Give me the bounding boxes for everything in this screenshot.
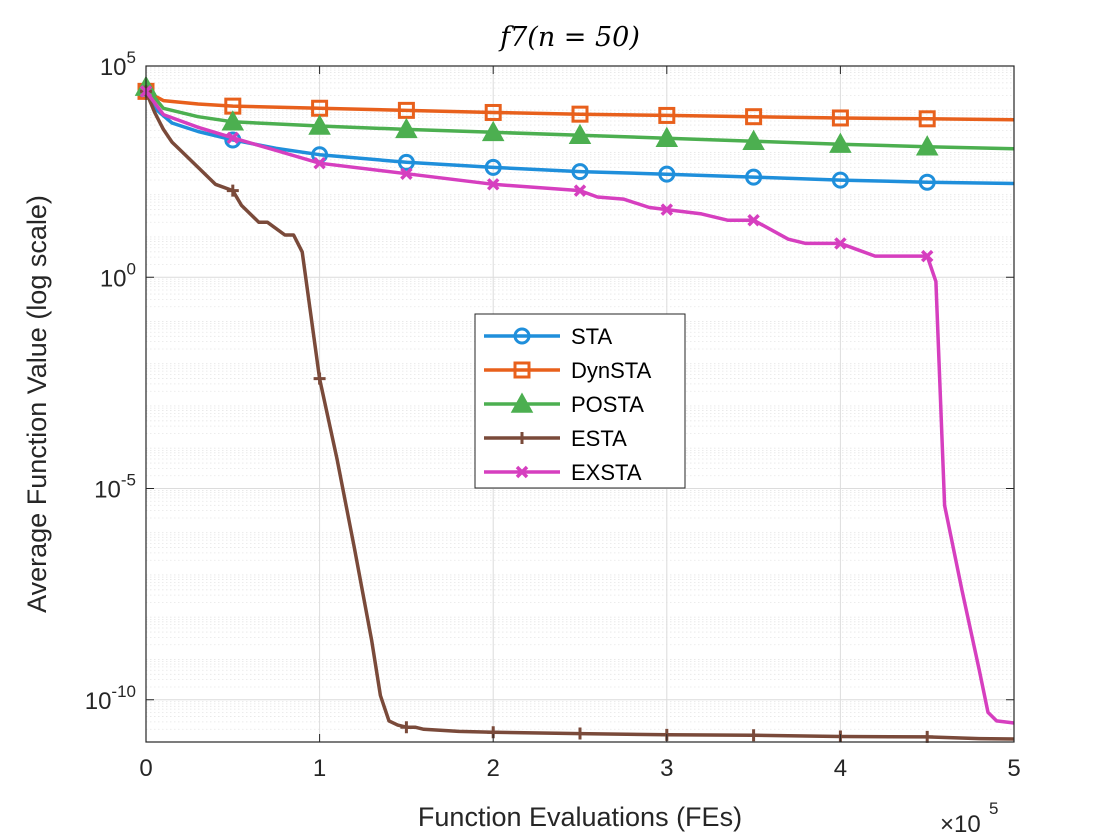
x-tick-label: 5 bbox=[1007, 755, 1020, 782]
grid bbox=[145, 65, 1015, 742]
data-point-exsta bbox=[486, 178, 500, 191]
legend-label: EXSTA bbox=[571, 460, 642, 485]
y-tick-exponent: -5 bbox=[121, 471, 136, 490]
data-point-posta bbox=[308, 114, 331, 135]
data-point-exsta bbox=[660, 203, 674, 216]
data-point-sta bbox=[571, 163, 589, 181]
legend-marker bbox=[516, 432, 528, 444]
data-point-sta bbox=[658, 165, 676, 183]
y-tick-base: 10 bbox=[100, 265, 127, 292]
y-tick-label: 10-5 bbox=[94, 471, 136, 504]
data-point-dynsta bbox=[484, 103, 502, 121]
data-point-posta bbox=[655, 126, 679, 147]
legend-item-dynsta: DynSTA bbox=[484, 358, 652, 383]
data-point-dynsta bbox=[831, 109, 849, 127]
y-tick-label: 10-10 bbox=[85, 682, 136, 715]
x-multiplier-base: ×10 bbox=[940, 811, 981, 838]
legend-box bbox=[474, 313, 686, 489]
legend-marker bbox=[513, 361, 531, 379]
legend-item-posta: POSTA bbox=[484, 392, 644, 417]
data-point-esta bbox=[747, 729, 760, 742]
x-multiplier: ×10 5 bbox=[940, 799, 998, 838]
data-point-sta bbox=[918, 173, 936, 191]
legend-label: POSTA bbox=[571, 392, 644, 417]
data-point-dynsta bbox=[658, 106, 676, 124]
data-point-posta bbox=[568, 123, 592, 145]
x-tick-label: 2 bbox=[487, 755, 500, 782]
y-tick-base: 10 bbox=[85, 688, 112, 715]
series-line-dynsta bbox=[145, 89, 1015, 122]
data-point-exsta bbox=[400, 167, 413, 180]
data-point-exsta bbox=[573, 184, 587, 197]
data-point-posta bbox=[742, 129, 765, 150]
data-point-sta bbox=[397, 153, 415, 171]
data-point-posta bbox=[829, 132, 852, 153]
data-point-dynsta bbox=[397, 101, 415, 119]
data-point-posta bbox=[481, 120, 505, 142]
x-tick-label: 3 bbox=[660, 755, 673, 782]
y-tick-exponent: -10 bbox=[111, 682, 136, 701]
data-point-exsta bbox=[226, 131, 240, 145]
data-point-esta bbox=[313, 372, 326, 385]
y-tick-exponent: 0 bbox=[127, 259, 136, 278]
y-tick-base: 10 bbox=[100, 54, 127, 81]
data-point-sta bbox=[745, 168, 763, 186]
data-point-exsta bbox=[747, 213, 760, 227]
y-tick-label: 100 bbox=[100, 259, 136, 292]
data-point-sta bbox=[484, 158, 502, 176]
series-exsta bbox=[139, 85, 1015, 725]
series-line-sta bbox=[144, 90, 1015, 186]
legend-item-exsta: EXSTA bbox=[484, 460, 642, 485]
series-line-exsta bbox=[144, 90, 1015, 725]
legend-label: STA bbox=[571, 324, 612, 349]
plot-frame bbox=[145, 65, 1015, 743]
legend-label: ESTA bbox=[571, 426, 627, 451]
x-axis-label: Function Evaluations (FEs) bbox=[418, 802, 742, 832]
data-point-dynsta bbox=[745, 108, 763, 126]
legend-label: DynSTA bbox=[571, 358, 652, 383]
series-line-esta bbox=[144, 90, 1015, 741]
legend-item-sta: STA bbox=[484, 324, 612, 349]
data-point-exsta bbox=[313, 156, 326, 170]
legend-marker bbox=[513, 327, 531, 345]
y-tick-base: 10 bbox=[94, 477, 121, 504]
data-point-exsta bbox=[834, 237, 847, 250]
y-axis-label: Average Function Value (log scale) bbox=[22, 195, 52, 613]
x-tick-label: 1 bbox=[313, 755, 326, 782]
x-tick-label: 4 bbox=[834, 755, 847, 782]
series-layer bbox=[134, 75, 1015, 743]
data-point-exsta bbox=[920, 249, 934, 263]
data-point-esta bbox=[226, 184, 239, 197]
data-point-sta bbox=[831, 171, 849, 189]
data-point-posta bbox=[221, 110, 245, 131]
data-point-posta bbox=[395, 117, 418, 139]
legend-marker bbox=[515, 465, 529, 479]
legend: STA DynSTA POSTA ESTA EXSTA bbox=[474, 313, 686, 489]
data-point-posta bbox=[915, 135, 939, 156]
legend-marker bbox=[510, 392, 534, 413]
data-point-esta bbox=[921, 730, 934, 743]
y-tick-label: 105 bbox=[100, 48, 136, 81]
x-tick-label: 0 bbox=[139, 755, 152, 782]
y-tick-exponent: 5 bbox=[127, 48, 136, 67]
chart-title: f7(n = 50) bbox=[498, 22, 640, 53]
data-point-dynsta bbox=[571, 105, 589, 123]
x-multiplier-exponent: 5 bbox=[989, 799, 998, 818]
x-axis: 0 1 2 3 4 5 bbox=[139, 66, 1021, 782]
data-point-esta bbox=[400, 721, 413, 734]
data-point-esta bbox=[574, 727, 586, 740]
data-point-dynsta bbox=[918, 110, 936, 128]
legend-item-esta: ESTA bbox=[484, 426, 627, 451]
